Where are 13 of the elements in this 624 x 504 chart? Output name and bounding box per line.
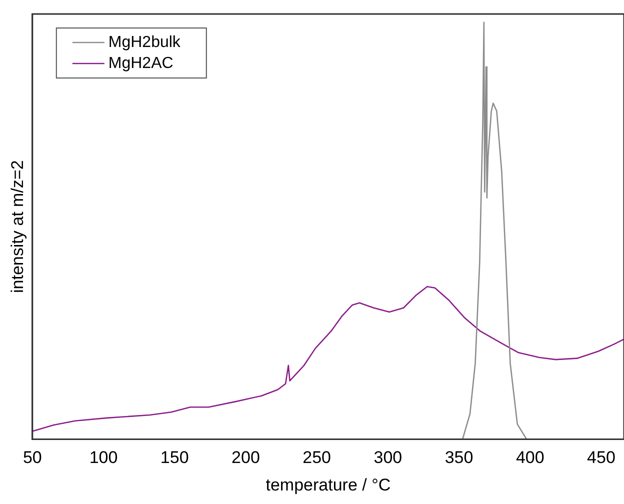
x-axis-title: temperature / °C [266, 475, 391, 494]
x-tick-label: 350 [444, 448, 474, 468]
x-tick-label: 300 [374, 448, 402, 468]
y-axis-title: intensity at m/z=2 [8, 160, 27, 293]
x-tick-label: 200 [232, 448, 260, 468]
legend-label: MgH2AC [108, 54, 174, 72]
x-tick-label: 150 [160, 448, 189, 468]
x-tick-label: 50 [22, 448, 42, 468]
legend-label: MgH2bulk [108, 34, 182, 51]
x-tick-label: 250 [302, 448, 332, 468]
x-tick-label: 400 [516, 448, 544, 468]
x-tick-label: 450 [587, 448, 616, 468]
x-tick-label: 100 [89, 448, 118, 468]
